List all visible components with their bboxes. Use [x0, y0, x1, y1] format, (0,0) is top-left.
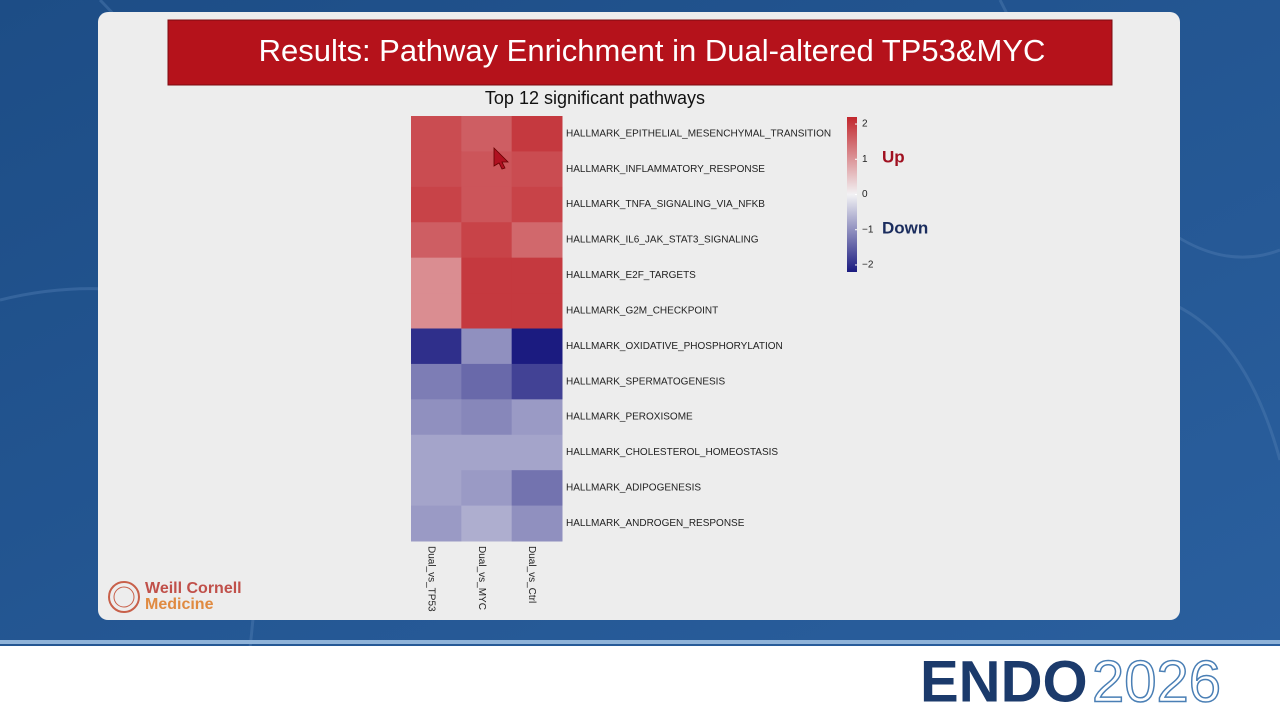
- logo-line1: Weill Cornell: [145, 580, 242, 597]
- heat-cell: [511, 399, 563, 436]
- heat-cell: [461, 399, 513, 436]
- colorbar-tick-label: −2: [862, 260, 874, 271]
- row-label: HALLMARK_INFLAMMATORY_RESPONSE: [566, 164, 765, 175]
- heat-cell: [511, 434, 563, 471]
- logo-line2: Medicine: [145, 596, 214, 613]
- heat-cell: [461, 222, 513, 259]
- heatmap: HALLMARK_EPITHELIAL_MESENCHYMAL_TRANSITI…: [411, 116, 874, 612]
- heat-cell: [461, 363, 513, 400]
- row-label: HALLMARK_G2M_CHECKPOINT: [566, 305, 718, 316]
- heat-cell: [461, 505, 513, 542]
- heat-cell: [461, 116, 513, 152]
- heat-cell: [411, 363, 462, 400]
- row-label: HALLMARK_E2F_TARGETS: [566, 270, 696, 281]
- footer: [0, 646, 1280, 720]
- cursor: [493, 147, 509, 170]
- title-banner: [167, 19, 1113, 86]
- panel: [98, 12, 1180, 620]
- heat-cell: [461, 434, 513, 471]
- heat-cell: [511, 328, 563, 365]
- row-label: HALLMARK_TNFA_SIGNALING_VIA_NFKB: [566, 199, 765, 210]
- heat-cell: [461, 470, 513, 507]
- row-label: HALLMARK_ANDROGEN_RESPONSE: [566, 518, 745, 529]
- heat-cell: [411, 293, 462, 329]
- heat-cell: [411, 116, 462, 152]
- column-label: Dual_vs_MYC: [476, 546, 487, 610]
- heat-cell: [411, 505, 462, 542]
- chart-title: Top 12 significant pathways: [485, 88, 705, 108]
- heat-cell: [461, 257, 513, 294]
- row-label: HALLMARK_CHOLESTEROL_HOMEOSTASIS: [566, 447, 778, 458]
- row-label: HALLMARK_OXIDATIVE_PHOSPHORYLATION: [566, 341, 783, 352]
- colorbar: [847, 117, 857, 272]
- stripe: [0, 640, 1280, 644]
- heat-cell: [511, 293, 563, 329]
- heat-cell: [511, 186, 563, 223]
- slide-title: Results: Pathway Enrichment in Dual-alte…: [259, 33, 1046, 68]
- logo-seal-inner: [113, 586, 135, 608]
- heat-cell: [511, 505, 563, 542]
- heat-cell: [411, 328, 462, 365]
- up-label: Up: [882, 147, 905, 166]
- row-label: HALLMARK_EPITHELIAL_MESENCHYMAL_TRANSITI…: [566, 128, 831, 139]
- row-label: HALLMARK_IL6_JAK_STAT3_SIGNALING: [566, 235, 759, 246]
- heat-cell: [411, 399, 462, 436]
- heat-cell: [511, 151, 563, 188]
- heat-cell: [461, 151, 513, 188]
- brand-year: 2026: [1092, 649, 1221, 714]
- brand-name: ENDO: [920, 649, 1088, 714]
- heat-cell: [411, 222, 462, 259]
- heat-cell: [511, 363, 563, 400]
- colorbar-tick-label: 0: [862, 189, 868, 200]
- heat-cell: [411, 434, 462, 471]
- heat-cell: [411, 151, 462, 188]
- heat-cell: [461, 293, 513, 329]
- row-label: HALLMARK_SPERMATOGENESIS: [566, 376, 725, 387]
- down-label: Down: [882, 218, 928, 237]
- column-label: Dual_vs_TP53: [426, 546, 437, 612]
- heat-cell: [511, 470, 563, 507]
- heat-cell: [411, 470, 462, 507]
- heat-cell: [511, 257, 563, 294]
- row-label: HALLMARK_PEROXISOME: [566, 412, 693, 423]
- heat-cell: [411, 186, 462, 223]
- heat-cell: [511, 116, 563, 152]
- colorbar-tick-label: −1: [862, 224, 874, 235]
- column-label: Dual_vs_Ctrl: [526, 546, 537, 603]
- heat-cell: [461, 328, 513, 365]
- row-label: HALLMARK_ADIPOGENESIS: [566, 483, 701, 494]
- heat-cell: [461, 186, 513, 223]
- colorbar-tick-label: 2: [862, 119, 868, 130]
- logo-seal: [108, 581, 140, 613]
- heat-cell: [411, 257, 462, 294]
- colorbar-tick-label: 1: [862, 154, 868, 165]
- heat-cell: [511, 222, 563, 259]
